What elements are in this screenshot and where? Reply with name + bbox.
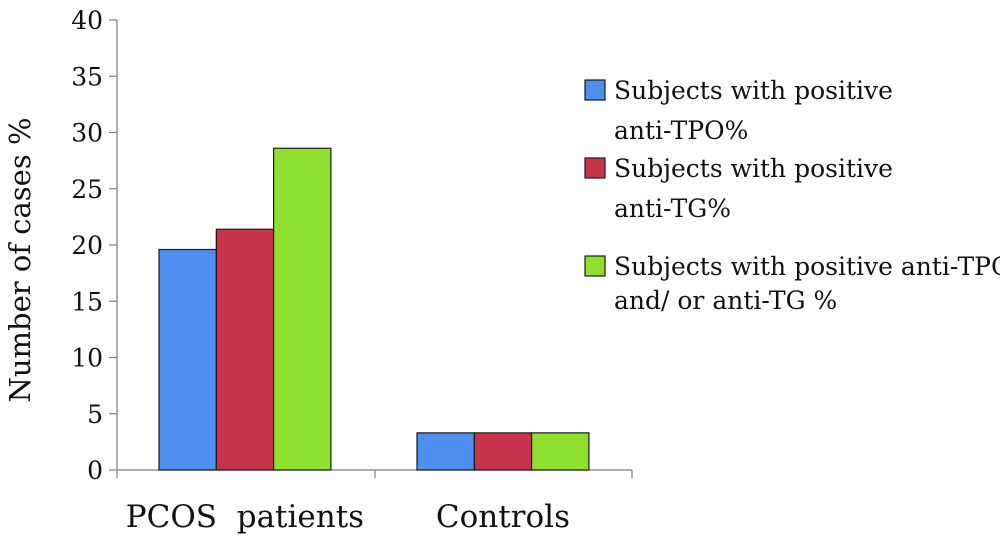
legend-entry: Subjects with positive anti-TG%: [584, 154, 893, 223]
bar: [473, 432, 533, 471]
legend-label: and/ or anti-TG %: [614, 286, 837, 315]
bar: [273, 147, 332, 471]
legend-label: anti-TG%: [614, 194, 731, 223]
y-ticks: 0 5 10 15 20 25 30 35 40: [71, 6, 103, 485]
bar: [215, 228, 275, 471]
bar: [158, 248, 217, 471]
y-tick-label: 5: [87, 400, 103, 429]
x-category-label: PCOS patients: [126, 499, 364, 535]
x-categories: PCOS patients Controls: [126, 499, 570, 535]
y-tick-label: 15: [71, 287, 103, 316]
y-tick-label: 35: [71, 62, 103, 91]
legend-label: Subjects with positive anti-TPO: [614, 252, 1000, 281]
legend: Subjects with positiveanti-TPO%Subjects …: [584, 76, 1000, 315]
x-category-label: Controls: [436, 499, 570, 535]
y-tick-label: 25: [71, 175, 103, 204]
y-tick-label: 20: [71, 231, 103, 260]
legend-swatch: [584, 157, 606, 179]
legend-entry: Subjects with positive anti-TPO%: [584, 76, 893, 145]
bar: [530, 432, 590, 471]
legend-label: Subjects with positive: [614, 154, 893, 183]
y-tick-label: 40: [71, 6, 103, 35]
y-tick-label: 10: [71, 344, 103, 373]
legend-label: anti-TPO%: [614, 116, 748, 145]
y-tick-label: 0: [87, 456, 103, 485]
legend-entry: Subjects with positive anti-TPO and/ or a…: [584, 252, 1000, 315]
bars: [158, 147, 590, 471]
legend-swatch: [584, 79, 606, 101]
y-tick-label: 30: [71, 119, 103, 148]
legend-swatch: [584, 255, 606, 277]
bar: [416, 432, 475, 471]
y-axis-label: Number of cases %: [3, 117, 37, 402]
legend-label: Subjects with positive: [614, 76, 893, 105]
